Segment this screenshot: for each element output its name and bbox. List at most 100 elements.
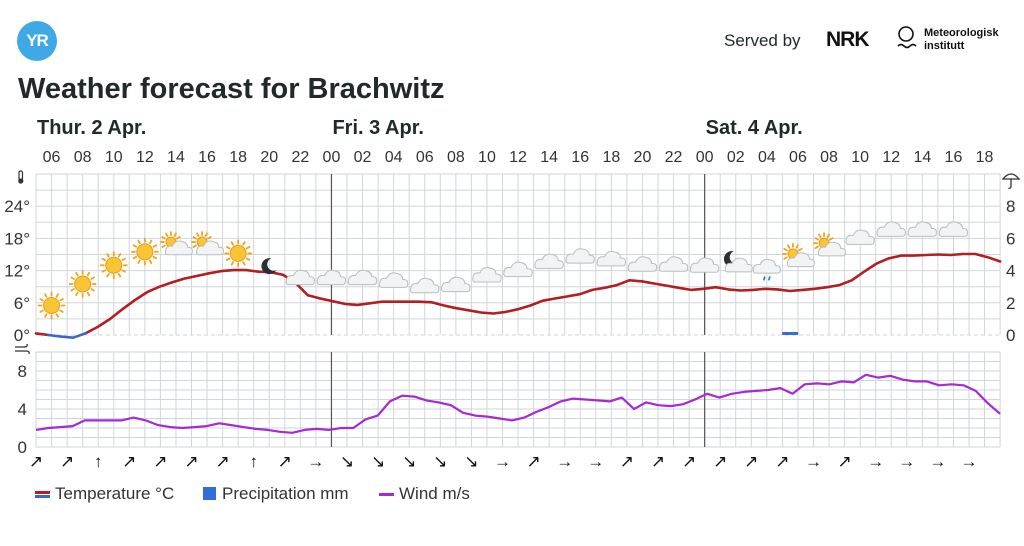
cloud-shape <box>845 229 875 245</box>
hour-tick-label: 04 <box>758 149 776 166</box>
legend-wind-swatch <box>379 493 394 496</box>
legend-wind-label: Wind m/s <box>399 484 470 503</box>
cloud-shape <box>596 250 626 267</box>
sun-ray <box>106 253 110 258</box>
sun-ray <box>90 288 95 292</box>
sun-ray <box>121 269 126 273</box>
wind-direction-arrow: → <box>898 452 915 471</box>
y-tick-label-wind: 8 <box>18 362 27 381</box>
cloud-icon <box>316 269 347 286</box>
hour-tick-label: 06 <box>416 149 434 166</box>
day-label: Thur. 2 Apr. <box>37 117 146 139</box>
sun-icon <box>68 270 97 298</box>
wind-direction-arrow: ↗ <box>184 452 198 471</box>
partly-cloudy-night-icon <box>723 251 753 273</box>
cloud-shape <box>164 240 193 256</box>
rain-drop <box>763 276 766 281</box>
partly-cloudy-day-icon <box>191 231 224 256</box>
cloud-icon <box>534 253 564 270</box>
umbrella-icon-handle <box>1008 179 1012 189</box>
wind-direction-arrow: ↗ <box>215 452 229 471</box>
sun-ray <box>192 244 197 248</box>
wind-direction-arrow: → <box>556 452 573 471</box>
wind-direction-arrow: → <box>494 452 511 471</box>
wind-direction-arrow: → <box>307 452 324 471</box>
hour-tick-label: 12 <box>882 149 900 166</box>
hour-tick-label: 14 <box>913 149 931 166</box>
cloud-icon <box>565 248 595 264</box>
wind-icon-lines <box>15 343 30 355</box>
cloud-shape <box>818 241 846 257</box>
cloud-shape <box>503 261 533 278</box>
sun-ray <box>225 257 231 261</box>
wind-direction-arrow: ↑ <box>249 452 258 471</box>
legend-precipitation-swatch <box>203 487 216 500</box>
sun-ray <box>814 237 819 241</box>
sun-disc <box>229 244 247 262</box>
y-tick-label-precipitation: 6 <box>1006 229 1015 248</box>
wind-icon <box>15 343 30 355</box>
partly-cloudy-day-icon <box>160 231 193 256</box>
wind-direction-arrow: ↑ <box>94 452 103 471</box>
cloud-icon <box>876 221 906 237</box>
hour-tick-label: 18 <box>602 149 620 166</box>
cloud-icon <box>845 229 875 245</box>
hour-tick-label: 16 <box>945 149 963 166</box>
wind-direction-arrow: ↗ <box>29 452 43 471</box>
cloud-icon <box>658 256 689 272</box>
umbrella-icon <box>1001 173 1021 189</box>
y-tick-label-precipitation: 4 <box>1006 262 1015 281</box>
sun-disc <box>74 275 92 293</box>
cloud-icon <box>410 277 440 294</box>
wind-direction-arrow: ↗ <box>682 452 696 471</box>
sun-icon <box>37 291 66 320</box>
wind-direction-arrow: → <box>587 452 604 471</box>
hour-tick-label: 00 <box>696 149 714 166</box>
hour-tick-label: 18 <box>976 149 994 166</box>
sun-ray <box>173 232 177 237</box>
sun-ray <box>826 233 830 238</box>
hour-tick-label: 06 <box>789 149 807 166</box>
sun-icon <box>99 251 128 280</box>
page-title: Weather forecast for Brachwitz <box>18 73 445 105</box>
cloud-shape <box>472 267 502 283</box>
sun-ray <box>101 257 106 262</box>
cloud-icon <box>938 221 969 237</box>
sun-disc <box>105 256 123 274</box>
sun-ray <box>90 276 95 280</box>
nrk-logo[interactable]: NRK <box>826 28 869 51</box>
cloud-shape <box>724 257 753 273</box>
cloud-shape <box>285 269 315 286</box>
sun-ray <box>86 271 91 277</box>
sun-ray <box>196 232 200 237</box>
forecast-chart: Thur. 2 Apr. Fri. 3 Apr. Sat. 4 Apr.06 08 10… <box>4 117 1021 471</box>
sun-disc <box>136 243 154 261</box>
cloud-shape <box>196 240 224 256</box>
sun-ray <box>55 313 59 318</box>
wind-direction-arrow: ↗ <box>651 452 665 471</box>
wind-direction-arrow: ↘ <box>340 452 354 471</box>
met-logo-line1[interactable]: Meteorologisk <box>924 27 999 39</box>
y-tick-label-temperature: 0° <box>14 326 30 345</box>
met-logo-line2[interactable]: institutt <box>924 40 965 52</box>
yr-logo-text: YR <box>26 31 49 50</box>
wind-direction-arrow: ↗ <box>153 452 167 471</box>
wind-direction-arrow: ↗ <box>526 452 540 471</box>
sun-ray <box>245 257 251 261</box>
cloud-shape <box>347 269 378 286</box>
day-label: Fri. 3 Apr. <box>332 117 424 139</box>
temperature-line <box>34 252 1002 337</box>
sun-ray <box>55 293 59 298</box>
rain-drop <box>768 276 771 281</box>
sun-ray <box>59 298 64 302</box>
sun-ray <box>75 291 79 297</box>
wind-direction-arrow: ↘ <box>371 452 385 471</box>
y-tick-label-temperature: 24° <box>4 197 30 216</box>
sun-ray <box>44 293 48 298</box>
sun-ray <box>137 239 141 245</box>
sun-ray <box>242 241 246 246</box>
wind-direction-arrow: ↗ <box>744 452 758 471</box>
sun-ray <box>117 272 122 278</box>
yr-logo[interactable]: YR <box>17 21 57 61</box>
hour-tick-label: 16 <box>571 149 589 166</box>
